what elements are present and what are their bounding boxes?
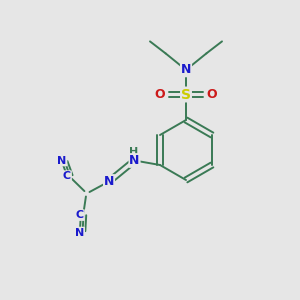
- Text: C: C: [63, 171, 71, 181]
- Text: N: N: [57, 155, 67, 166]
- Text: N: N: [181, 63, 191, 76]
- Text: N: N: [104, 175, 114, 188]
- Text: N: N: [75, 227, 84, 238]
- Text: H: H: [129, 147, 139, 157]
- Text: N: N: [129, 154, 140, 167]
- Text: C: C: [76, 210, 84, 220]
- Text: O: O: [207, 88, 218, 101]
- Text: S: S: [181, 88, 191, 101]
- Text: O: O: [154, 88, 165, 101]
